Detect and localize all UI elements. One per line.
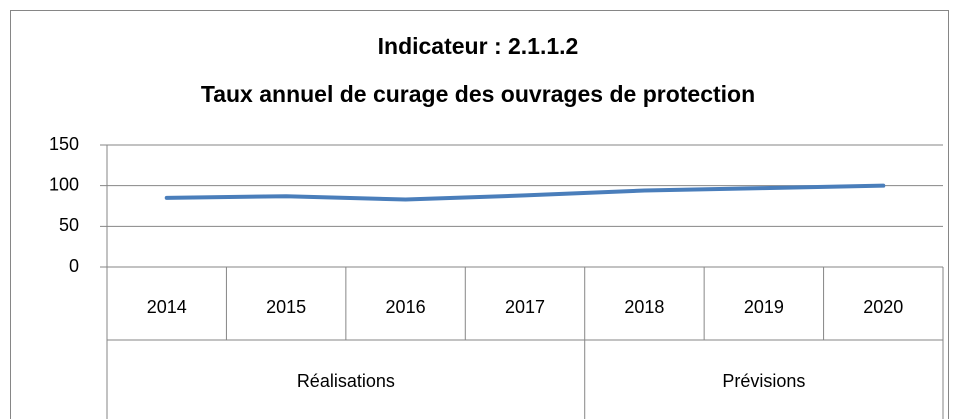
line-series xyxy=(164,183,886,202)
x-tick-label: 2014 xyxy=(147,297,187,317)
group-label: Prévisions xyxy=(722,371,805,391)
x-tick-label: 2020 xyxy=(863,297,903,317)
x-tick-label: 2015 xyxy=(266,297,306,317)
chart-title: Indicateur : 2.1.1.2 xyxy=(378,33,579,59)
x-tick-label: 2018 xyxy=(624,297,664,317)
y-tick-label: 50 xyxy=(59,215,79,235)
chart-frame xyxy=(10,10,949,419)
y-tick-label: 100 xyxy=(49,174,79,194)
y-tick-label: 150 xyxy=(49,134,79,154)
chart-subtitle: Taux annuel de curage des ouvrages de pr… xyxy=(201,81,755,107)
x-tick-label: 2016 xyxy=(386,297,426,317)
x-tick-label: 2017 xyxy=(505,297,545,317)
y-tick-label: 0 xyxy=(69,256,79,276)
x-tick-label: 2019 xyxy=(744,297,784,317)
group-label: Réalisations xyxy=(297,371,395,391)
